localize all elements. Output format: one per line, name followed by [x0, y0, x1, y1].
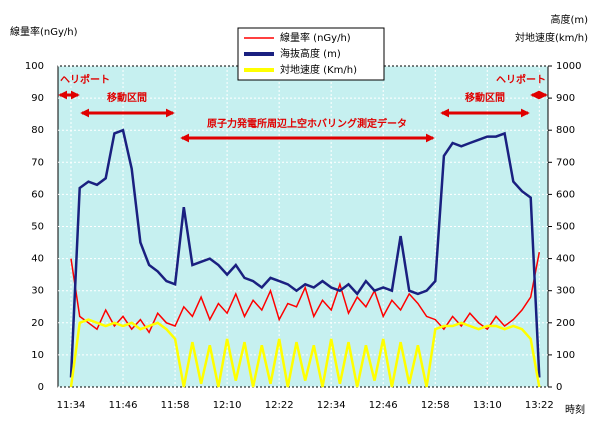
annotation: ヘリポート — [60, 73, 110, 86]
x-tick-label: 11:34 — [57, 400, 86, 411]
y2-tick-label: 900 — [556, 93, 575, 104]
y-tick-label: 70 — [31, 157, 44, 168]
y2-tick-label: 0 — [556, 382, 562, 393]
legend-label: 対地速度 (Km/h) — [280, 63, 357, 76]
y2-tick-label: 300 — [556, 286, 575, 297]
y2-tick-label: 800 — [556, 125, 575, 136]
x-tick-label: 11:58 — [161, 400, 190, 411]
legend-label: 線量率 (nGy/h) — [280, 31, 351, 44]
x-tick-label: 12:46 — [369, 400, 398, 411]
y-axis-title: 線量率(nGy/h) — [10, 25, 78, 38]
x-tick-label: 12:58 — [421, 400, 450, 411]
y2-tick-label: 600 — [556, 189, 575, 200]
series-line — [69, 318, 541, 388]
y-tick-label: 100 — [25, 61, 44, 72]
x-tick-label: 11:46 — [109, 400, 138, 411]
x-tick-label: 12:22 — [265, 400, 294, 411]
x-axis-title: 時刻 — [565, 403, 585, 416]
annotation: ヘリポート — [496, 73, 546, 86]
legend-label: 海抜高度 (m) — [280, 47, 341, 60]
annotation: 原子力発電所周辺上空ホバリング測定データ — [207, 117, 407, 130]
y2-tick-label: 500 — [556, 222, 575, 233]
y-tick-label: 80 — [31, 125, 44, 136]
y-tick-label: 50 — [31, 222, 44, 233]
annotation: 移動区間 — [107, 91, 147, 104]
y-tick-label: 30 — [31, 286, 44, 297]
y2-tick-label: 200 — [556, 318, 575, 329]
y-tick-label: 20 — [31, 318, 44, 329]
y2-tick-label: 700 — [556, 157, 575, 168]
x-tick-label: 13:22 — [525, 400, 554, 411]
x-tick-label: 13:10 — [473, 400, 502, 411]
annotation: 移動区間 — [465, 91, 505, 104]
y-tick-label: 0 — [38, 382, 44, 393]
y2-tick-label: 100 — [556, 350, 575, 361]
series-line — [69, 128, 541, 378]
x-tick-label: 12:10 — [213, 400, 242, 411]
y2-axis-title: 対地速度(km/h) — [515, 31, 588, 44]
x-tick-label: 12:34 — [317, 400, 346, 411]
y2-axis-title: 高度(m) — [550, 13, 588, 26]
y2-tick-label: 400 — [556, 254, 575, 265]
y2-tick-label: 1000 — [556, 61, 581, 72]
series-line — [70, 252, 541, 334]
y-tick-label: 90 — [31, 93, 44, 104]
y-tick-label: 40 — [31, 254, 44, 265]
y-tick-label: 60 — [31, 189, 44, 200]
y-tick-label: 10 — [31, 350, 44, 361]
